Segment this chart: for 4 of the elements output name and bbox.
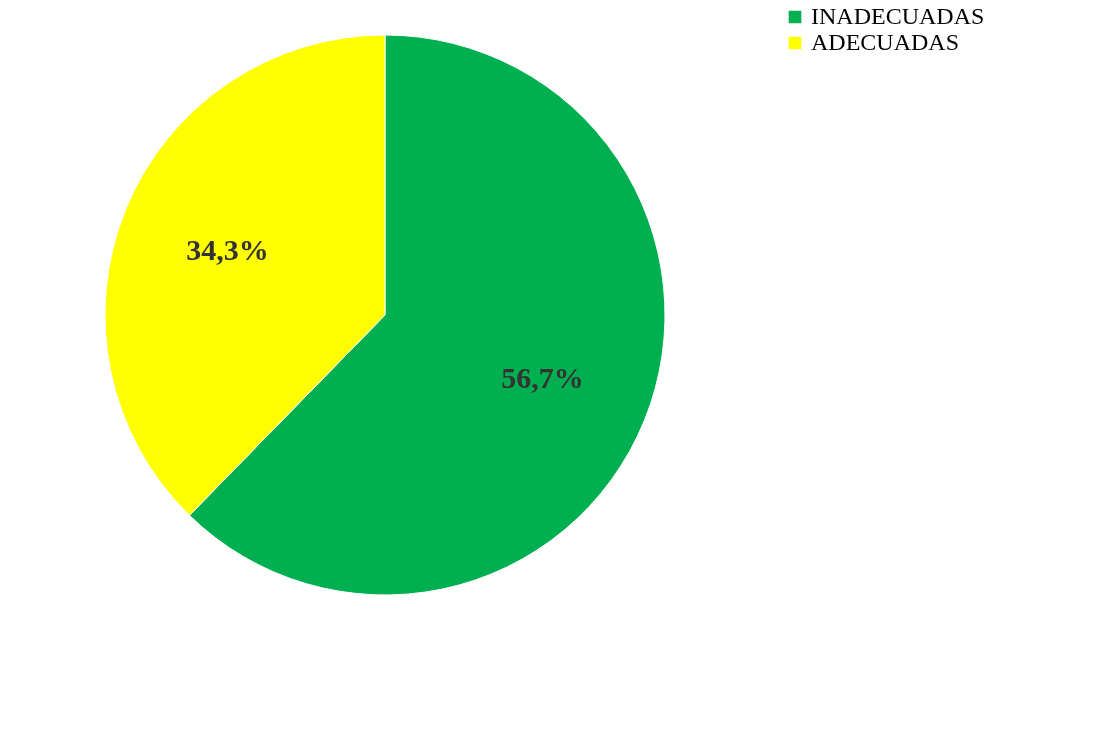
legend-label: ADECUADAS — [811, 29, 960, 55]
data-label: 56,7% — [501, 361, 584, 395]
data-label: 34,3% — [186, 232, 269, 266]
legend-label: INADECUADAS — [811, 3, 985, 29]
